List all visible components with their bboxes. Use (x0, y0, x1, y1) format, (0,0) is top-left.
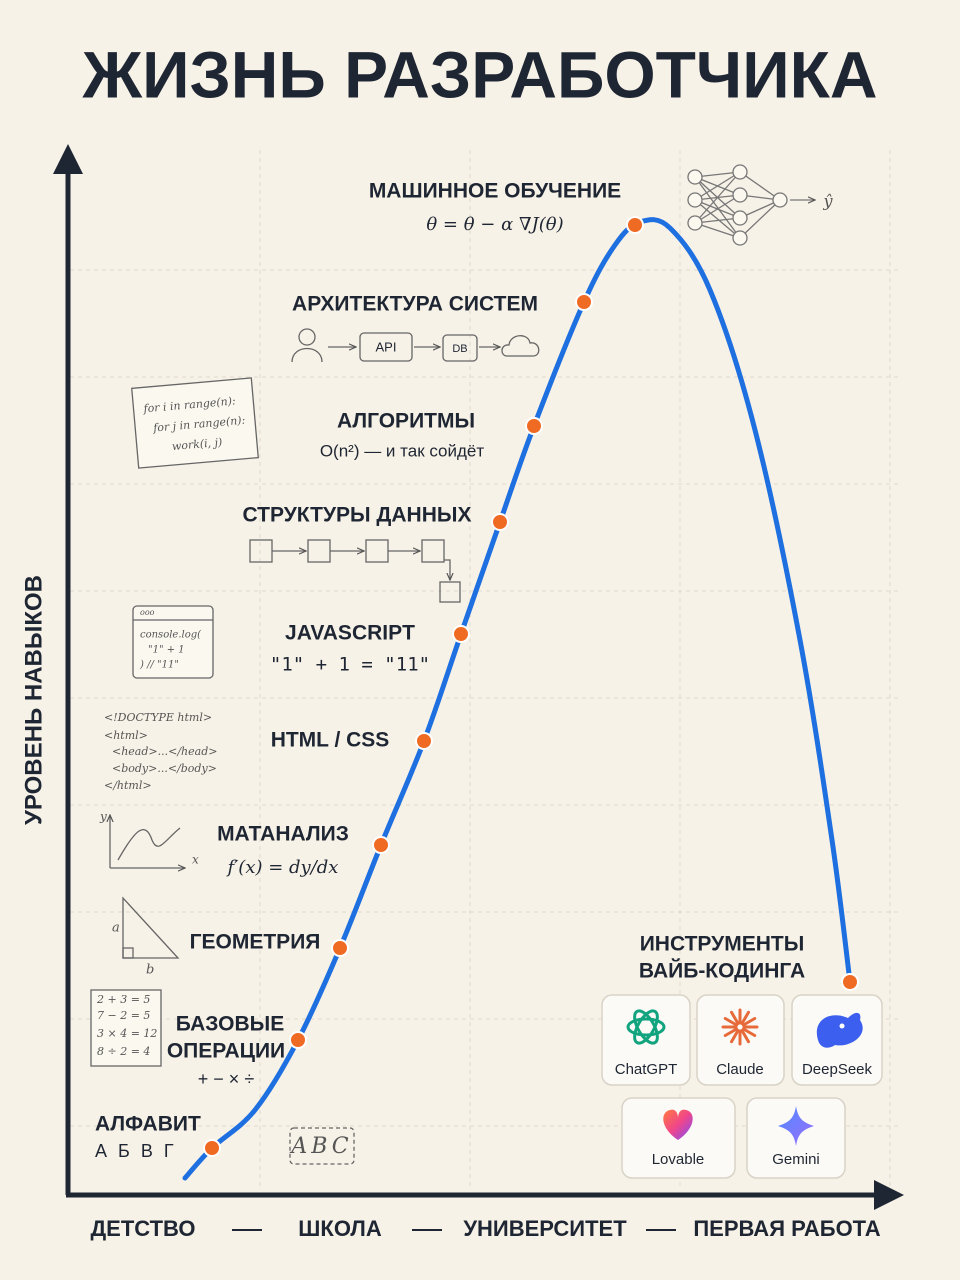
milestone-dot (289, 1031, 307, 1049)
nn-edge (739, 199, 781, 239)
tool-logos (626, 1008, 863, 1146)
milestone-dot (626, 216, 644, 234)
sketch-text: <body>...</body> (112, 762, 217, 775)
tool-name: DeepSeek (802, 1061, 873, 1078)
stage-label: УНИВЕРСИТЕТ (463, 1216, 627, 1241)
sketches (90, 328, 540, 1165)
stage-label: ШКОЛА (298, 1216, 382, 1241)
claude-ray (723, 1027, 739, 1037)
sketch-text: x (192, 853, 199, 867)
milestone-label: БАЗОВЫЕ (176, 1013, 284, 1036)
nn-node (687, 192, 703, 208)
sketch-text: ooo (140, 608, 155, 617)
milestone-note: + − × ÷ (198, 1069, 255, 1089)
milestone-note: f′(x) = dy/dx (226, 857, 339, 878)
milestone-dot (575, 293, 593, 311)
diagram-text: API (376, 339, 397, 354)
stage-label: ДЕТСТВО (90, 1216, 195, 1241)
sketch-text: <head>...</head> (112, 745, 217, 758)
milestone-label: ОПЕРАЦИИ (167, 1040, 285, 1063)
milestone-dot (331, 939, 349, 957)
tool-name: ChatGPT (615, 1061, 678, 1078)
milestone-dot (203, 1139, 221, 1157)
sketch-text: <html> (104, 729, 148, 742)
milestone-label: СТРУКТУРЫ ДАННЫХ (243, 504, 472, 527)
sketch-text: a (112, 921, 120, 936)
milestone-dot (372, 836, 390, 854)
nn-edge (694, 171, 741, 201)
milestone-label: МАТАНАЛИЗ (217, 823, 349, 846)
nn-output: ŷ (822, 192, 833, 211)
milestone-dot (452, 625, 470, 643)
y-axis-label: УРОВЕНЬ НАВЫКОВ (20, 575, 47, 825)
nn-edge (694, 176, 741, 239)
milestone-label: АРХИТЕКТУРА СИСТЕМ (292, 293, 538, 316)
milestone-label: АЛГОРИТМЫ (337, 410, 475, 433)
sketch-text: 3 × 4 = 12 (97, 1027, 157, 1040)
milestone-dot (525, 417, 543, 435)
neural-network-sketch (687, 164, 815, 246)
sketch-text: 7 − 2 = 5 (97, 1009, 150, 1022)
milestone-dot (491, 513, 509, 531)
nn-edge (694, 199, 741, 239)
sketch-text: y (99, 810, 107, 824)
nn-node (732, 187, 748, 203)
tool-name: Claude (716, 1061, 764, 1078)
nn-node (687, 215, 703, 231)
milestone-note: O(n²) — и так сойдёт (320, 441, 485, 460)
milestone-note: "1" + 1 = "11" (270, 654, 430, 676)
nn-node (687, 169, 703, 185)
claude-ray (730, 1028, 740, 1044)
claude-ray (741, 1027, 757, 1037)
skill-curve (182, 217, 853, 1181)
milestone-label: HTML / CSS (271, 729, 390, 752)
sketch-text: console.log( (140, 630, 202, 641)
nn-node (732, 230, 748, 246)
milestone-dot (415, 732, 433, 750)
milestone-label: АЛФАВИТ (95, 1113, 201, 1136)
nn-node (772, 192, 788, 208)
tool-name: Gemini (772, 1151, 820, 1168)
claude-ray (740, 1010, 750, 1026)
tools-title: ВАЙБ-КОДИНГА (639, 959, 805, 983)
claude-ray (741, 1017, 757, 1027)
milestone-label: МАШИННОЕ ОБУЧЕНИЕ (369, 180, 621, 203)
tool-name: Lovable (652, 1151, 705, 1168)
sketch-text: work(i, j) (171, 436, 222, 453)
page-title: ЖИЗНЬ РАЗРАБОТЧИКА (82, 37, 878, 111)
sketch-text: 2 + 3 = 5 (96, 993, 150, 1006)
diagram-text: DB (452, 343, 467, 355)
sketch-text: "1" + 1 (148, 645, 185, 656)
claude-ray (730, 1010, 740, 1026)
nn-node (732, 210, 748, 226)
milestone-label: ГЕОМЕТРИЯ (190, 931, 321, 954)
sketch-text: ABC (289, 1134, 352, 1159)
tools-title: ИНСТРУМЕНТЫ (640, 933, 805, 956)
milestone-note: А Б В Г (95, 1141, 177, 1161)
sketch-text: 8 ÷ 2 = 4 (97, 1045, 150, 1058)
nn-edge (694, 171, 741, 224)
claude-ray (740, 1028, 750, 1044)
sketch-text: </html> (104, 779, 152, 792)
claude-ray (723, 1017, 739, 1027)
nn-node (732, 164, 748, 180)
sketch-text: ) // "11" (139, 660, 179, 671)
milestone-label: JAVASCRIPT (285, 622, 415, 645)
milestone-dots (203, 216, 859, 1157)
nn-edge (739, 171, 781, 201)
sketch-text: <!DOCTYPE html> (104, 711, 212, 724)
nn-edge (694, 222, 741, 239)
stage-label: ПЕРВАЯ РАБОТА (693, 1216, 880, 1241)
nn-edge (694, 194, 741, 224)
milestone-note: θ = θ − α ∇J(θ) (426, 214, 563, 235)
milestone-dot (841, 973, 859, 991)
sketch-text: b (146, 963, 154, 978)
